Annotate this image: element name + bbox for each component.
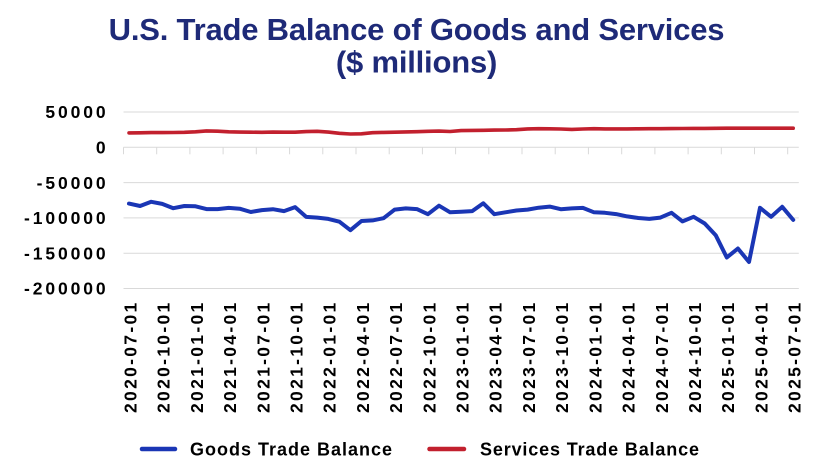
svg-text:2024-07-01: 2024-07-01	[652, 300, 672, 413]
svg-text:2025-04-01: 2025-04-01	[751, 300, 771, 413]
svg-text:50000: 50000	[45, 102, 108, 122]
svg-text:Services Trade Balance: Services Trade Balance	[480, 440, 700, 460]
svg-text:-50000: -50000	[37, 173, 109, 193]
svg-text:2025-01-01: 2025-01-01	[718, 300, 738, 413]
svg-text:2025-07-01: 2025-07-01	[785, 300, 805, 413]
svg-text:2022-10-01: 2022-10-01	[419, 300, 439, 413]
svg-text:2022-01-01: 2022-01-01	[320, 300, 340, 413]
svg-text:-100000: -100000	[24, 208, 109, 228]
svg-text:2024-04-01: 2024-04-01	[619, 300, 639, 413]
svg-text:-150000: -150000	[24, 243, 109, 263]
svg-text:U.S. Trade Balance of Goods an: U.S. Trade Balance of Goods and Services	[109, 12, 725, 47]
svg-text:2021-07-01: 2021-07-01	[253, 300, 273, 413]
svg-text:($ millions): ($ millions)	[336, 45, 497, 80]
svg-text:2023-07-01: 2023-07-01	[519, 300, 539, 413]
svg-text:2020-10-01: 2020-10-01	[154, 300, 174, 413]
svg-text:2022-07-01: 2022-07-01	[386, 300, 406, 413]
svg-text:-200000: -200000	[24, 279, 109, 299]
svg-text:2021-04-01: 2021-04-01	[220, 300, 240, 413]
svg-text:2023-01-01: 2023-01-01	[453, 300, 473, 413]
svg-text:2021-01-01: 2021-01-01	[187, 300, 207, 413]
svg-text:2023-10-01: 2023-10-01	[552, 300, 572, 413]
svg-text:2024-10-01: 2024-10-01	[685, 300, 705, 413]
svg-text:2023-04-01: 2023-04-01	[486, 300, 506, 413]
svg-text:2024-01-01: 2024-01-01	[585, 300, 605, 413]
svg-text:0: 0	[96, 138, 109, 158]
svg-text:Goods Trade Balance: Goods Trade Balance	[190, 440, 393, 460]
svg-text:2021-10-01: 2021-10-01	[287, 300, 307, 413]
svg-text:2020-07-01: 2020-07-01	[120, 300, 140, 413]
svg-text:2022-04-01: 2022-04-01	[353, 300, 373, 413]
